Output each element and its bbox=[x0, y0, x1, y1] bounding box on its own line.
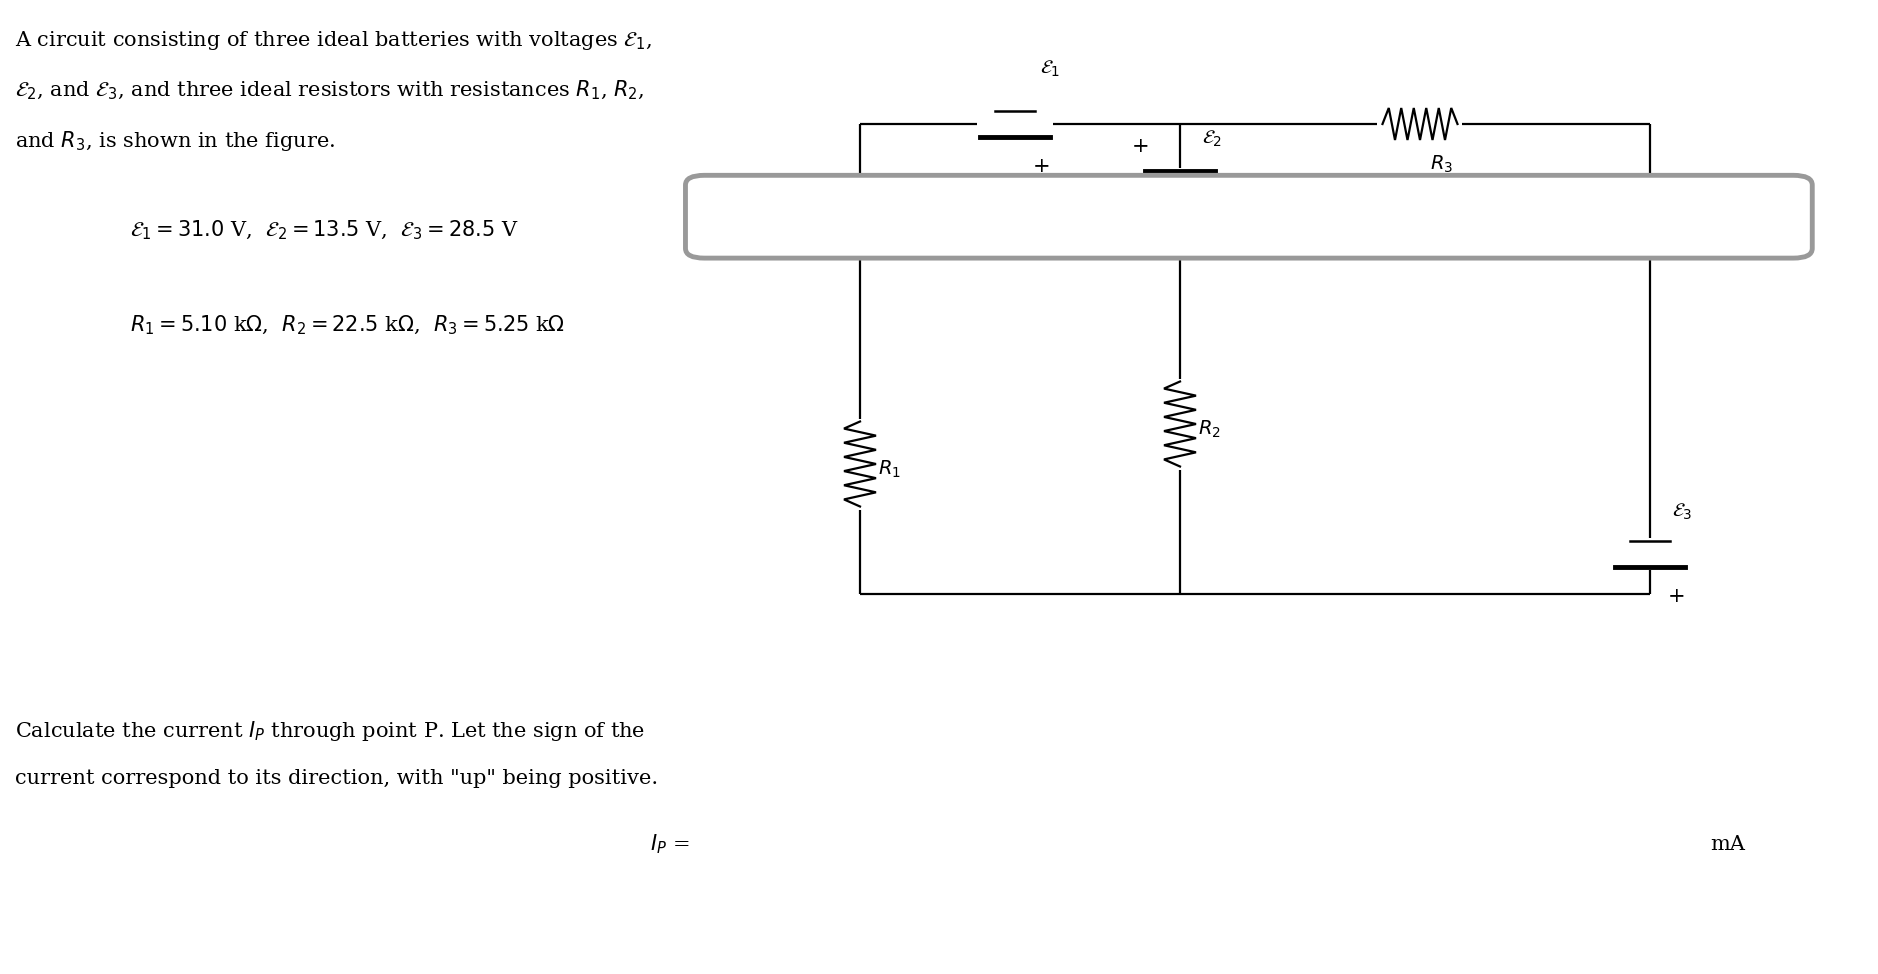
Text: +: + bbox=[1668, 586, 1686, 606]
Text: Calculate the current $I_P$ through point P. Let the sign of the: Calculate the current $I_P$ through poin… bbox=[15, 719, 646, 743]
Text: A circuit consisting of three ideal batteries with voltages $\mathcal{E}_1$,: A circuit consisting of three ideal batt… bbox=[15, 29, 652, 52]
Text: $R_1$: $R_1$ bbox=[879, 459, 901, 479]
Text: P: P bbox=[879, 240, 892, 258]
FancyBboxPatch shape bbox=[685, 175, 1812, 258]
Text: $\mathcal{E}_2$, and $\mathcal{E}_3$, and three ideal resistors with resistances: $\mathcal{E}_2$, and $\mathcal{E}_3$, an… bbox=[15, 79, 644, 102]
Text: $\mathcal{E}_1 = 31.0$ V,  $\mathcal{E}_2 = 13.5$ V,  $\mathcal{E}_3 = 28.5$ V: $\mathcal{E}_1 = 31.0$ V, $\mathcal{E}_2… bbox=[130, 219, 518, 243]
Text: $\mathcal{E}_1$: $\mathcal{E}_1$ bbox=[1040, 58, 1061, 79]
Text: $R_1 = 5.10$ k$\Omega$,  $R_2 = 22.5$ k$\Omega$,  $R_3 = 5.25$ k$\Omega$: $R_1 = 5.10$ k$\Omega$, $R_2 = 22.5$ k$\… bbox=[130, 314, 565, 337]
Text: +: + bbox=[1132, 136, 1149, 156]
Text: $\mathcal{E}_3$: $\mathcal{E}_3$ bbox=[1671, 502, 1692, 522]
Text: $I_P$ =: $I_P$ = bbox=[650, 832, 689, 856]
Text: +: + bbox=[1033, 157, 1050, 175]
Text: mA: mA bbox=[1711, 835, 1745, 853]
Text: $R_2$: $R_2$ bbox=[1198, 419, 1221, 439]
Text: current correspond to its direction, with "up" being positive.: current correspond to its direction, wit… bbox=[15, 769, 657, 788]
Text: and $R_3$, is shown in the figure.: and $R_3$, is shown in the figure. bbox=[15, 129, 334, 153]
Text: $R_3$: $R_3$ bbox=[1429, 153, 1454, 174]
Text: $\mathcal{E}_2$: $\mathcal{E}_2$ bbox=[1202, 129, 1223, 149]
